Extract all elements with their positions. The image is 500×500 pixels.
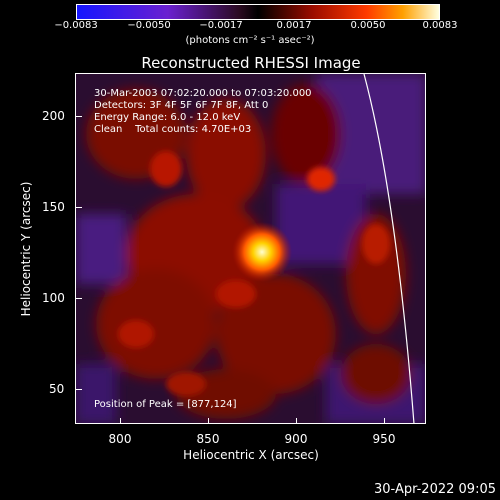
y-tick-mark (76, 207, 82, 208)
clean-counts-annotation: Clean Total counts: 4.70E+03 (94, 124, 252, 135)
colorbar-tick-label: −0.0050 (127, 20, 171, 31)
time-range-annotation: 30-Mar-2003 07:02:20.000 to 07:03:20.000 (94, 88, 312, 99)
colorbar (76, 4, 440, 20)
y-tick-mark (76, 389, 82, 390)
detectors-annotation: Detectors: 3F 4F 5F 6F 7F 8F, Att 0 (94, 100, 269, 111)
colorbar-tick-label: −0.0017 (199, 20, 243, 31)
x-tick-mark (296, 418, 297, 424)
y-tick-mark (76, 298, 82, 299)
x-tick-label: 800 (108, 432, 132, 446)
peak-position-annotation: Position of Peak = [877,124] (94, 399, 237, 410)
plot-title: Reconstructed RHESSI Image (141, 54, 361, 72)
colorbar-tick-label: 0.0050 (350, 20, 386, 31)
footer-timestamp: 30-Apr-2022 09:05 (374, 482, 496, 497)
y-axis-label: Heliocentric Y (arcsec) (19, 181, 33, 317)
x-axis-label: Heliocentric X (arcsec) (183, 448, 319, 462)
energy-range-annotation: Energy Range: 6.0 - 12.0 keV (94, 112, 241, 123)
x-tick-mark (384, 418, 385, 424)
x-tick-label: 950 (372, 432, 396, 446)
y-tick-label: 150 (42, 200, 65, 214)
y-tick-label: 50 (49, 382, 65, 396)
colorbar-tick-label: −0.0083 (54, 20, 98, 31)
rhessi-image (76, 74, 426, 424)
y-tick-label: 200 (42, 109, 65, 123)
x-tick-mark (208, 418, 209, 424)
x-tick-label: 850 (196, 432, 220, 446)
colorbar-tick-label: 0.0017 (276, 20, 312, 31)
colorbar-tick-label: 0.0083 (422, 20, 458, 31)
y-tick-label: 100 (42, 291, 65, 305)
colorbar-ticks: −0.0083 −0.0050 −0.0017 0.0017 0.0050 0.… (0, 0, 500, 60)
x-tick-mark (120, 418, 121, 424)
colorbar-unit-label: (photons cm⁻² s⁻¹ asec⁻²) (185, 35, 315, 46)
y-tick-mark (76, 116, 82, 117)
x-tick-label: 900 (284, 432, 308, 446)
